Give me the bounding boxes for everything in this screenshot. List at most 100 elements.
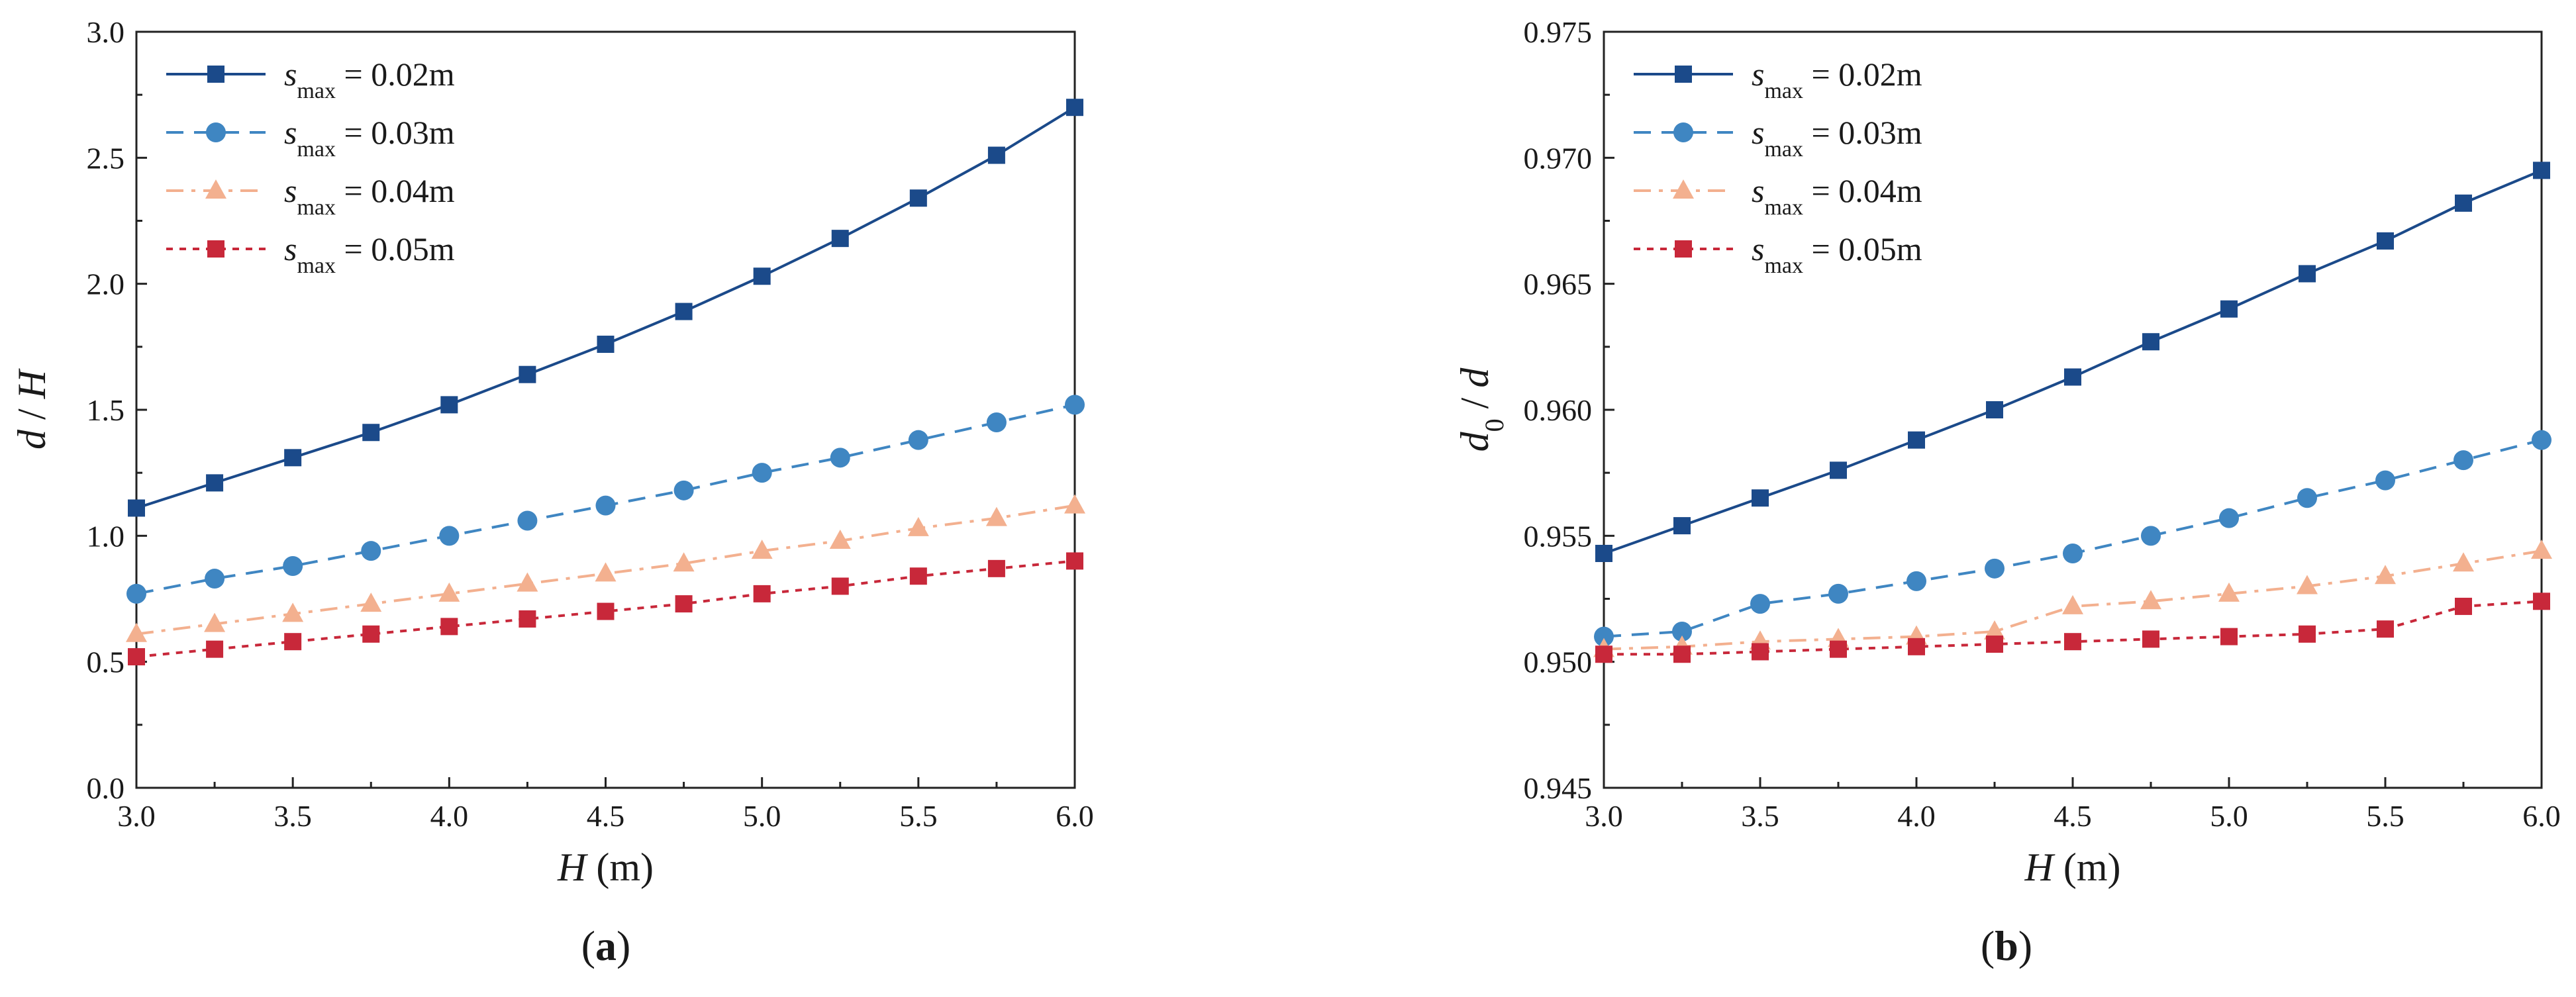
y-tick-label: 0.950 [1524, 645, 1593, 679]
x-tick-label: 4.0 [430, 799, 469, 833]
x-tick-label: 4.5 [587, 799, 625, 833]
legend-label: smax = 0.02m [1752, 56, 1922, 103]
data-point-square [1595, 645, 1612, 663]
data-point-circle [126, 583, 146, 604]
data-point-square [2064, 633, 2081, 651]
series-4 [128, 552, 1083, 666]
data-point-square [597, 336, 615, 354]
data-point-triangle [204, 612, 226, 632]
y-tick-label: 0.0 [87, 771, 125, 805]
data-point-circle [2141, 526, 2161, 546]
data-point-circle [752, 463, 772, 483]
y-tick-label: 3.0 [87, 15, 125, 49]
data-point-circle [205, 569, 225, 589]
data-point-circle [2297, 488, 2317, 508]
data-point-square [909, 567, 927, 585]
legend-value: = 0.03m [1803, 114, 1922, 151]
legend-var: s [284, 114, 297, 151]
legend-entry: smax = 0.03m [1634, 114, 1922, 162]
legend-marker-triangle [1673, 179, 1694, 199]
legend-subscript: max [1764, 137, 1803, 162]
x-tick-label: 5.5 [899, 799, 938, 833]
data-point-square [1752, 489, 1769, 507]
legend-marker-square [1675, 240, 1692, 258]
x-axis-label-unit: (m) [586, 845, 654, 889]
data-point-square [675, 303, 693, 320]
data-point-square [1908, 431, 1925, 449]
x-tick-label: 6.0 [1056, 799, 1094, 833]
legend-label: smax = 0.04m [284, 172, 455, 220]
data-point-square [519, 365, 536, 383]
data-point-circle [1672, 621, 1692, 641]
data-point-square [1986, 636, 2003, 653]
data-point-circle [2063, 543, 2083, 563]
legend-var: s [1752, 114, 1764, 151]
legend-label: smax = 0.03m [1752, 114, 1922, 162]
panel-label-close: ) [617, 922, 630, 969]
x-tick-label: 3.5 [1741, 799, 1779, 833]
x-tick-label: 6.0 [2522, 799, 2561, 833]
data-point-triangle [438, 582, 460, 602]
series-line [1603, 169, 2542, 555]
data-point-square [1986, 401, 2003, 418]
legend-entry: smax = 0.02m [1634, 56, 1922, 103]
legend-marker-square [1675, 66, 1692, 83]
x-tick-label: 3.0 [117, 799, 156, 833]
panel-label-close: ) [2018, 922, 2032, 969]
data-point-square [2455, 597, 2472, 615]
x-axis-label: H (m) [557, 845, 654, 889]
x-axis-label-unit: (m) [2054, 845, 2121, 889]
series-2 [1594, 430, 2551, 647]
x-axis-label: H (m) [2024, 845, 2121, 889]
data-point-circle [517, 510, 538, 531]
y-axis-label: d0 / d [1453, 367, 1509, 452]
legend-label: smax = 0.05m [284, 230, 455, 278]
data-point-square [1673, 645, 1691, 663]
legend-subscript: max [1764, 79, 1803, 103]
legend-var: s [284, 230, 297, 267]
legend-subscript: max [297, 137, 336, 162]
y-tick-label: 1.5 [87, 393, 125, 427]
panel-label-letter: a [595, 922, 617, 969]
x-tick-label: 5.0 [743, 799, 781, 833]
data-point-circle [2219, 508, 2239, 528]
series-3 [126, 494, 1085, 642]
legend-marker-square [207, 66, 224, 83]
panel-label: (a) [581, 922, 631, 969]
y-axis-label-part: d [10, 429, 54, 450]
data-point-triangle [282, 602, 304, 622]
data-point-circle [986, 412, 1007, 433]
y-axis-label-part: 0 [1479, 418, 1509, 432]
data-point-square [440, 396, 458, 414]
data-point-triangle [1984, 620, 2005, 640]
legend-marker-circle [206, 122, 226, 142]
data-point-square [2377, 620, 2394, 638]
legend-label: smax = 0.05m [1752, 230, 1922, 278]
legend-value: = 0.04m [336, 172, 455, 209]
data-point-square [2455, 194, 2472, 212]
data-point-triangle [829, 529, 851, 549]
legend-var: s [284, 56, 297, 93]
data-point-square [2299, 625, 2316, 643]
panel-label-letter: b [1995, 922, 2018, 969]
series-1 [128, 99, 1083, 517]
data-point-triangle [2297, 575, 2318, 594]
data-point-square [831, 577, 849, 595]
legend-subscript: max [297, 195, 336, 220]
data-point-circle [908, 430, 928, 450]
data-point-square [675, 595, 693, 613]
data-point-square [2299, 265, 2316, 283]
data-point-square [206, 640, 224, 658]
y-axis-label-part: H [10, 367, 54, 399]
legend-label: smax = 0.02m [284, 56, 455, 103]
data-point-square [1066, 99, 1083, 117]
data-point-triangle [907, 516, 929, 536]
y-axis-label-part: / [10, 399, 54, 430]
data-point-square [2142, 630, 2159, 648]
legend-marker-triangle [205, 179, 226, 199]
y-axis-label-part: / [1453, 388, 1497, 419]
data-point-triangle [2140, 590, 2161, 610]
x-tick-label: 5.0 [2210, 799, 2248, 833]
data-point-circle [361, 541, 381, 561]
